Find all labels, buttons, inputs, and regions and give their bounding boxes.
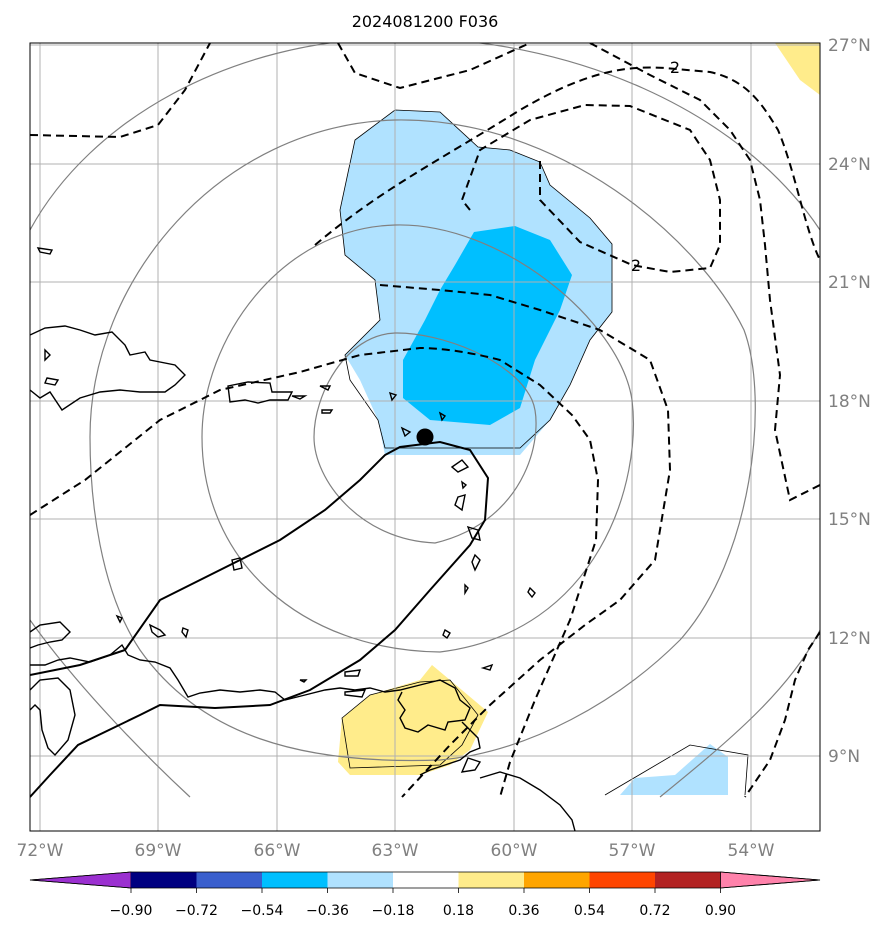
lat-label: 24°N	[828, 155, 871, 175]
contour-label-east: 2	[631, 256, 641, 275]
colorbar-swatch	[262, 872, 328, 888]
colorbar-tick-label: −0.54	[241, 903, 284, 919]
lon-label: 63°W	[372, 841, 419, 861]
colorbar-tick-label: 0.36	[508, 903, 539, 919]
lon-label: 57°W	[609, 841, 656, 861]
blue-shading	[403, 226, 572, 425]
colorbar-tick-label: 0.72	[639, 903, 670, 919]
colorbar-ticks	[130, 888, 721, 893]
lon-label: 72°W	[17, 841, 64, 861]
storm-track	[30, 440, 490, 798]
storm-center-marker	[416, 428, 434, 446]
contour-label-north: 2	[670, 58, 680, 77]
colorbar-tick-label: −0.90	[110, 903, 153, 919]
map-frame	[29, 42, 821, 832]
colorbar-extend-max	[720, 871, 821, 889]
colorbar: −0.90 −0.72 −0.54 −0.36 −0.18 0.18 0.36 …	[29, 871, 821, 919]
longitude-labels: 72°W 69°W 66°W 63°W 60°W 57°W 54°W	[17, 841, 775, 861]
dashed-contours	[30, 43, 820, 798]
lat-label: 12°N	[828, 629, 871, 649]
light-blue-shading-southeast	[620, 744, 728, 795]
colorbar-tick-label: 0.90	[705, 903, 736, 919]
colorbar-swatch	[196, 872, 262, 888]
colorbar-tick-label: −0.72	[175, 903, 218, 919]
colorbar-tick-label: 0.54	[574, 903, 605, 919]
shading-outlines	[339, 109, 749, 796]
yellow-shading-northeast	[775, 43, 820, 95]
colorbar-swatch	[589, 872, 655, 888]
colorbar-tick-label: −0.36	[306, 903, 349, 919]
map-title: 2024081200 F036	[352, 12, 499, 31]
colorbar-swatch	[524, 872, 590, 888]
latitude-labels: 27°N 24°N 21°N 18°N 15°N 12°N 9°N	[828, 36, 871, 767]
distance-rings	[30, 43, 820, 798]
colorbar-swatch	[327, 872, 393, 888]
colorbar-swatch	[131, 872, 197, 888]
lat-label: 27°N	[828, 36, 871, 56]
graticule	[30, 43, 820, 831]
yellow-shading-south	[338, 665, 488, 775]
lat-label: 21°N	[828, 273, 871, 293]
colorbar-extend-min	[29, 871, 132, 889]
map-plot-area: 2 2	[30, 43, 820, 831]
lat-label: 18°N	[828, 392, 871, 412]
lon-label: 60°W	[491, 841, 538, 861]
lat-label: 9°N	[828, 747, 860, 767]
coastlines	[30, 247, 576, 831]
lat-label: 15°N	[828, 510, 871, 530]
colorbar-tick-label: 0.18	[443, 903, 474, 919]
colorbar-swatch	[655, 872, 721, 888]
lon-label: 69°W	[135, 841, 182, 861]
colorbar-swatch	[393, 872, 459, 888]
lon-label: 54°W	[728, 841, 775, 861]
colorbar-tick-label: −0.18	[372, 903, 415, 919]
colorbar-swatch	[458, 872, 524, 888]
lon-label: 66°W	[254, 841, 301, 861]
